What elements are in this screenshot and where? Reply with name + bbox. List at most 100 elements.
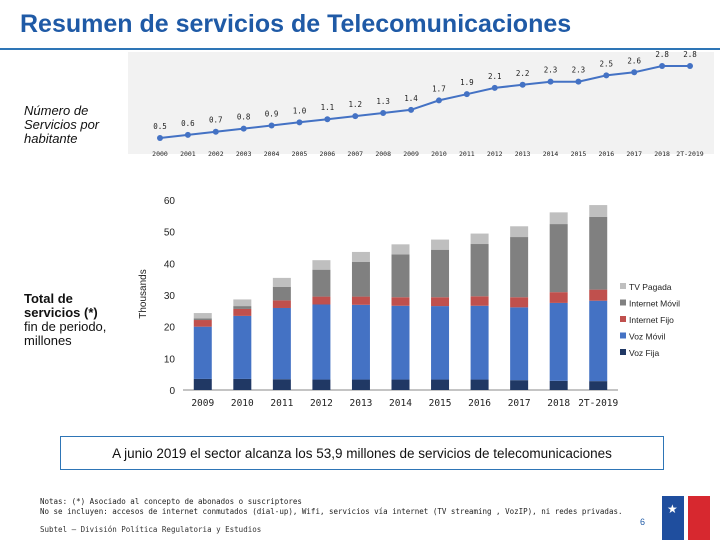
bar-segment-tv-pagada	[510, 226, 529, 238]
bar-segment-voz-fija	[431, 379, 450, 390]
bar-segment-voz-fija	[510, 380, 529, 390]
note-line-1: Notas: (*) Asociado al concepto de abona…	[40, 497, 302, 506]
density-x-tick: 2016	[598, 150, 614, 158]
bar-segment-tv-pagada	[193, 313, 212, 319]
density-label: Número de Servicios por habitante	[24, 103, 100, 146]
density-x-tick: 2009	[403, 150, 419, 158]
bar-segment-tv-pagada	[233, 299, 252, 307]
density-point	[631, 69, 638, 76]
bar-segment-internet-movil	[233, 306, 252, 309]
legend-swatch	[620, 332, 626, 339]
density-x-tick: 2006	[320, 150, 336, 158]
bar-segment-internet-fijo	[312, 296, 331, 305]
legend-label: Internet Móvil	[629, 299, 680, 309]
density-value-label: 1.9	[460, 78, 474, 87]
density-point	[547, 78, 554, 85]
bar-segment-internet-movil	[510, 237, 529, 298]
bar-segment-voz-fija	[391, 379, 410, 390]
density-value-label: 2.2	[516, 69, 530, 78]
bar-segment-voz-fija	[470, 379, 489, 390]
bar-segment-voz-fija	[351, 379, 370, 390]
bar-segment-internet-movil	[351, 261, 370, 297]
density-x-tick: 2T-2019	[676, 150, 703, 158]
bar-segment-tv-pagada	[351, 251, 370, 262]
density-x-tick: 2002	[208, 150, 224, 158]
bar-segment-voz-fija	[312, 379, 331, 390]
density-x-tick: 2007	[347, 150, 363, 158]
density-point	[240, 125, 247, 132]
bar-segment-tv-pagada	[312, 260, 331, 270]
bar-x-tick: 2017	[508, 398, 531, 409]
density-point	[575, 78, 582, 85]
density-point	[463, 91, 470, 98]
density-x-tick: 2001	[180, 150, 196, 158]
bar-x-tick: 2013	[350, 398, 373, 409]
density-point	[687, 63, 693, 69]
density-point	[324, 116, 331, 123]
bar-segment-voz-movil	[351, 304, 370, 380]
bar-segment-voz-movil	[589, 300, 608, 382]
density-x-tick: 2010	[431, 150, 447, 158]
density-point	[519, 81, 526, 88]
density-value-label: 2.3	[544, 66, 558, 75]
page-title: Resumen de servicios de Telecomunicacion…	[20, 10, 572, 38]
bar-segment-tv-pagada	[549, 212, 568, 225]
bar-y-tick: 0	[169, 386, 175, 397]
density-x-tick: 2008	[375, 150, 391, 158]
legend-label: Voz Móvil	[629, 332, 665, 342]
legend-label: Voz Fija	[629, 348, 660, 358]
bar-segment-voz-movil	[233, 315, 252, 379]
legend-label: Internet Fijo	[629, 315, 674, 325]
density-value-label: 0.5	[153, 122, 167, 131]
density-x-tick: 2014	[543, 150, 559, 158]
density-point	[380, 109, 387, 116]
density-x-tick: 2013	[515, 150, 531, 158]
bar-segment-tv-pagada	[431, 239, 450, 250]
density-value-label: 0.9	[265, 109, 279, 118]
density-x-tick: 2005	[292, 150, 308, 158]
density-point	[603, 72, 610, 79]
density-x-tick: 2011	[459, 150, 475, 158]
density-value-label: 2.8	[655, 50, 669, 59]
bar-x-tick: 2016	[468, 398, 491, 409]
bar-x-tick: 2012	[310, 398, 333, 409]
note-line-2: No se incluyen: accesos de internet conm…	[40, 507, 623, 516]
bar-x-tick: 2011	[270, 398, 293, 409]
density-point	[157, 135, 163, 141]
bar-segment-internet-movil	[272, 286, 291, 301]
legend-swatch	[620, 316, 626, 322]
density-value-label: 1.7	[432, 84, 446, 93]
density-value-label: 1.2	[348, 100, 362, 109]
density-point	[435, 97, 442, 104]
bar-segment-internet-movil	[589, 216, 608, 290]
density-x-tick: 2004	[264, 150, 280, 158]
page-number: 6	[640, 517, 646, 527]
bar-y-tick: 30	[164, 291, 176, 302]
bar-segment-voz-movil	[391, 305, 410, 380]
services-label-rest: fin de periodo, millones	[24, 319, 107, 348]
legend-swatch	[620, 299, 626, 306]
density-value-label: 2.5	[600, 59, 614, 68]
bar-segment-internet-fijo	[589, 289, 608, 301]
services-label-bold: Total de servicios (*)	[24, 291, 98, 320]
bar-segment-voz-movil	[470, 305, 489, 380]
bar-y-tick: 60	[164, 196, 176, 207]
density-value-label: 2.3	[572, 66, 586, 75]
footer-source: Subtel – División Política Regulatoria y…	[40, 525, 262, 534]
summary-callout: A junio 2019 el sector alcanza los 53,9 …	[60, 436, 664, 470]
density-value-label: 2.1	[488, 72, 502, 81]
bar-x-tick: 2010	[231, 398, 254, 409]
density-point	[491, 84, 498, 91]
bar-segment-tv-pagada	[589, 205, 608, 217]
bar-segment-voz-movil	[312, 304, 331, 380]
bar-segment-internet-movil	[312, 269, 331, 297]
density-value-label: 0.7	[209, 116, 223, 125]
bar-y-tick: 20	[164, 323, 176, 334]
density-value-label: 1.3	[376, 97, 390, 106]
density-x-tick: 2000	[152, 150, 168, 158]
notes: Notas: (*) Asociado al concepto de abona…	[40, 497, 622, 517]
density-value-label: 2.8	[683, 50, 697, 59]
star-icon: ★	[667, 502, 678, 516]
density-value-label: 2.6	[627, 56, 641, 65]
bar-segment-voz-fija	[272, 379, 291, 390]
